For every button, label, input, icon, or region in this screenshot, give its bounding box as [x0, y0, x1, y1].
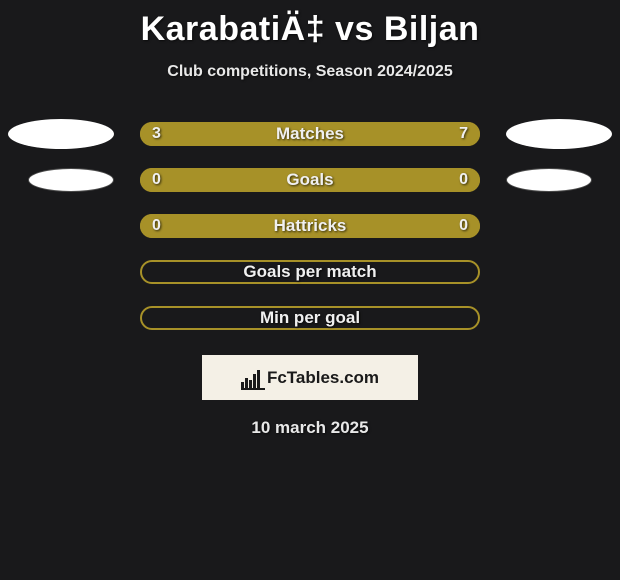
stat-bar-track	[140, 214, 480, 238]
player-marker-left	[8, 119, 114, 149]
page-title: KarabatiÄ‡ vs Biljan	[0, 0, 620, 49]
stat-row: Goals per match	[0, 249, 620, 295]
stat-bar-right-fill	[140, 168, 480, 192]
player-marker-right	[506, 168, 592, 192]
player-marker-left	[28, 168, 114, 192]
stat-bar-right-fill	[140, 214, 480, 238]
date-label: 10 march 2025	[0, 418, 620, 438]
stat-bar-left-fill	[140, 122, 235, 146]
chart-icon	[241, 368, 263, 388]
stat-row: Goals00	[0, 157, 620, 203]
logo-text: FcTables.com	[267, 368, 379, 388]
stat-bar-track	[140, 122, 480, 146]
stat-bar-track	[140, 168, 480, 192]
source-logo: FcTables.com	[202, 355, 418, 400]
stat-bar-track	[140, 260, 480, 284]
player-marker-right	[506, 119, 612, 149]
stat-bar-right-fill	[235, 122, 480, 146]
stat-row: Matches37	[0, 111, 620, 157]
stat-row: Hattricks00	[0, 203, 620, 249]
stat-bar-track	[140, 306, 480, 330]
subtitle: Club competitions, Season 2024/2025	[0, 63, 620, 81]
stat-row: Min per goal	[0, 295, 620, 341]
comparison-chart: Matches37Goals00Hattricks00Goals per mat…	[0, 111, 620, 341]
